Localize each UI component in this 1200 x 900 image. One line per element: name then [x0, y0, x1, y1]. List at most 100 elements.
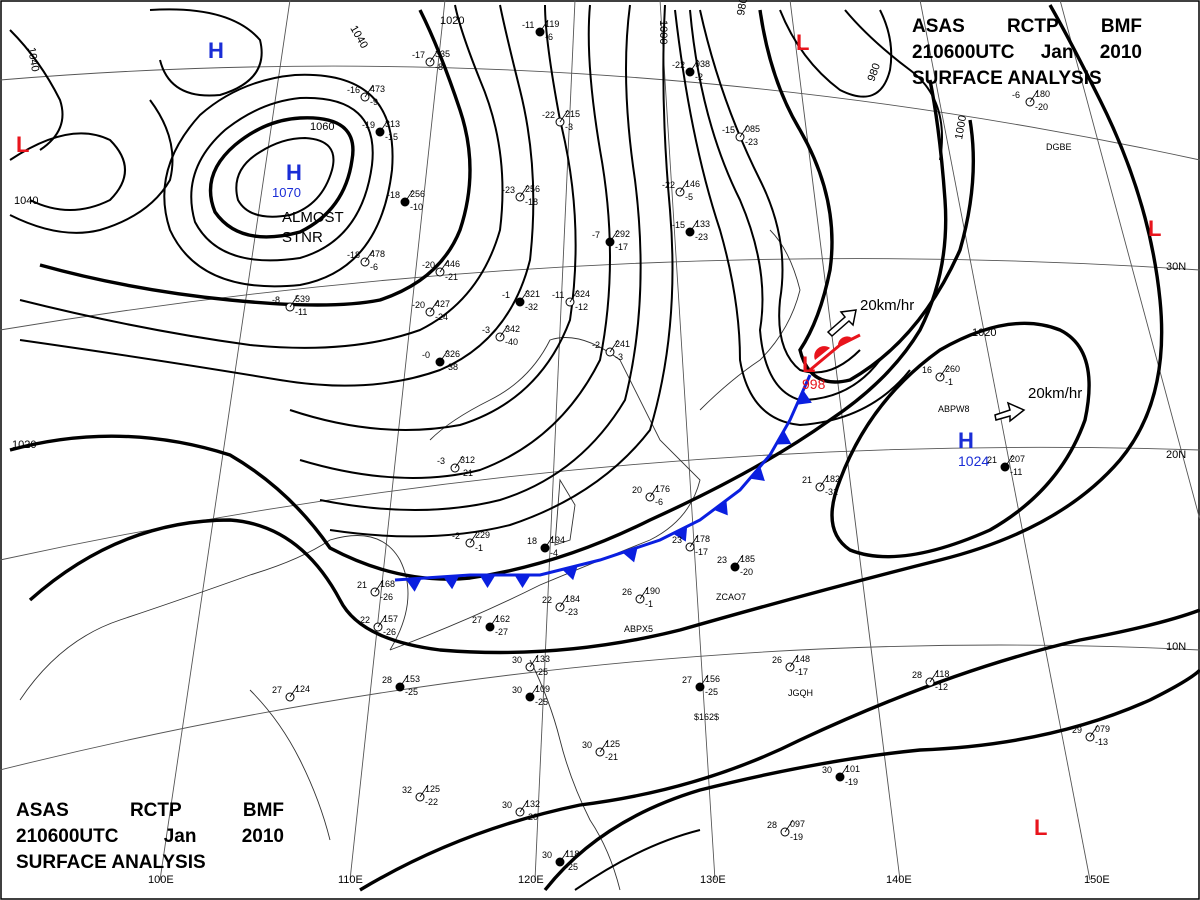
station-plot: -8 539 -11	[272, 294, 310, 317]
movement-speed-2: 20km/hr	[1028, 385, 1082, 402]
longitude-label-130e: 130E	[700, 874, 726, 886]
station-plot: 26 190 -1	[622, 586, 660, 609]
wind-barb	[559, 594, 569, 608]
wind-barb	[519, 289, 529, 303]
wind-barb	[679, 179, 689, 193]
almost-stnr-line1: ALMOST	[282, 209, 344, 226]
station-temperature: -6	[1012, 90, 1020, 100]
header-year: 2010	[1099, 42, 1142, 63]
station-plot: -7 292 -17	[592, 229, 630, 252]
station-pressure: 324	[575, 289, 590, 299]
station-plot: -20 427 -24	[412, 299, 450, 322]
latitude-line-30n	[0, 258, 1200, 331]
wind-barb	[519, 184, 529, 198]
station-plot: -23 256 -18	[502, 184, 540, 207]
longitude-label-100e: 100E	[148, 874, 174, 886]
station-dewpoint: -15	[385, 132, 398, 142]
station-pressure: 109	[535, 684, 550, 694]
station-temperature: -11	[552, 290, 564, 300]
station-dewpoint: -1	[645, 599, 653, 609]
station-plot: 30 132 -20	[502, 799, 540, 822]
header-product: ASAS	[16, 800, 69, 821]
coast-taiwan	[554, 478, 576, 546]
station-dewpoint: -3	[615, 352, 623, 362]
station-pressure: 335	[435, 49, 450, 59]
station-pressure: 229	[475, 530, 490, 540]
isobar-1018	[329, 4, 674, 538]
wind-barb	[939, 364, 949, 378]
station-plots: -11 119-6-17 335-8-22 215-3-22 938-2-20 446-2…	[272, 19, 1110, 872]
isobar-label: 980	[735, 0, 750, 17]
wind-barb	[609, 229, 619, 243]
station-temperature: -15	[722, 125, 735, 135]
station-temperature: -22	[542, 110, 555, 120]
isobar-1016-subtropical	[28, 4, 1164, 655]
longitude-line-120e	[534, 0, 576, 881]
isobar-1012-south	[359, 608, 1200, 892]
wind-barb	[529, 654, 539, 668]
station-plot: -15 133 -23	[672, 219, 710, 242]
station-dewpoint: -23	[745, 137, 758, 147]
fronts	[394, 333, 861, 592]
high-center-siberian-value: 1070	[272, 185, 301, 200]
wind-barb	[739, 124, 749, 138]
wind-barb	[599, 739, 609, 753]
station-dewpoint: -24	[435, 312, 448, 322]
station-dewpoint: -13	[1095, 737, 1108, 747]
station-dewpoint: -22	[425, 797, 438, 807]
longitude-line-100e	[159, 0, 291, 881]
cold-front-tooth	[749, 466, 765, 481]
station-dewpoint: -1	[945, 377, 953, 387]
station-temperature: 32	[402, 785, 412, 795]
isobar-1052	[163, 73, 394, 288]
movement-arrows	[826, 309, 1026, 423]
longitude-line-160e	[1059, 0, 1200, 521]
station-temperature: 30	[512, 655, 522, 665]
station-plot: -18 256 -10	[387, 189, 425, 212]
station-pressure: 133	[695, 219, 710, 229]
station-pressure: 446	[445, 259, 460, 269]
header-line-2: 210600UTC Jan 2010	[912, 40, 1142, 66]
isobar-west-low-3	[9, 29, 64, 151]
header-time: 210600UTC	[16, 826, 119, 847]
cold-front-tooth	[405, 578, 422, 592]
station-temperature: 30	[582, 740, 592, 750]
station-dewpoint: -20	[525, 812, 538, 822]
station-plot: 27 124	[272, 684, 310, 702]
station-pressure: 938	[695, 59, 710, 69]
isobar-1028	[289, 4, 577, 431]
isobar-1040-main	[39, 9, 472, 307]
station-plot: -0 326 -38	[422, 349, 460, 372]
longitude-line-140e	[789, 0, 901, 881]
wind-barb	[559, 109, 569, 123]
header-line-1: ASAS RCTP BMF	[912, 14, 1142, 40]
wind-barb	[929, 669, 939, 683]
station-dewpoint: -5	[685, 192, 693, 202]
station-plot: -22 215 -3	[542, 109, 580, 132]
station-pressure: 241	[615, 339, 630, 349]
low-center-west: L	[16, 132, 29, 157]
isobar-label: 1040	[25, 46, 41, 72]
station-dewpoint: -6	[370, 262, 378, 272]
station-pressure: 097	[790, 819, 805, 829]
station-pressure: 101	[845, 764, 860, 774]
station-temperature: -3	[437, 456, 445, 466]
station-dewpoint: -23	[695, 232, 708, 242]
station-plot: -3 342 -40	[482, 324, 520, 347]
station-temperature: 29	[1072, 725, 1082, 735]
station-pressure: 478	[370, 249, 385, 259]
station-pressure: 178	[695, 534, 710, 544]
station-pressure: 342	[505, 324, 520, 334]
station-dewpoint: -25	[565, 862, 578, 872]
wind-barb	[364, 249, 374, 263]
longitude-line-150e	[919, 0, 1091, 881]
coast-philippines	[529, 659, 621, 891]
wind-barb	[364, 84, 374, 98]
station-temperature: -17	[412, 50, 425, 60]
wind-barb	[784, 819, 794, 833]
isobar-label: 1040	[14, 195, 38, 207]
station-plot: -22 146 -5	[662, 179, 700, 202]
station-dewpoint: -12	[575, 302, 588, 312]
station-plot: 28 153 -25	[382, 674, 420, 697]
station-dewpoint: -21	[460, 468, 473, 478]
